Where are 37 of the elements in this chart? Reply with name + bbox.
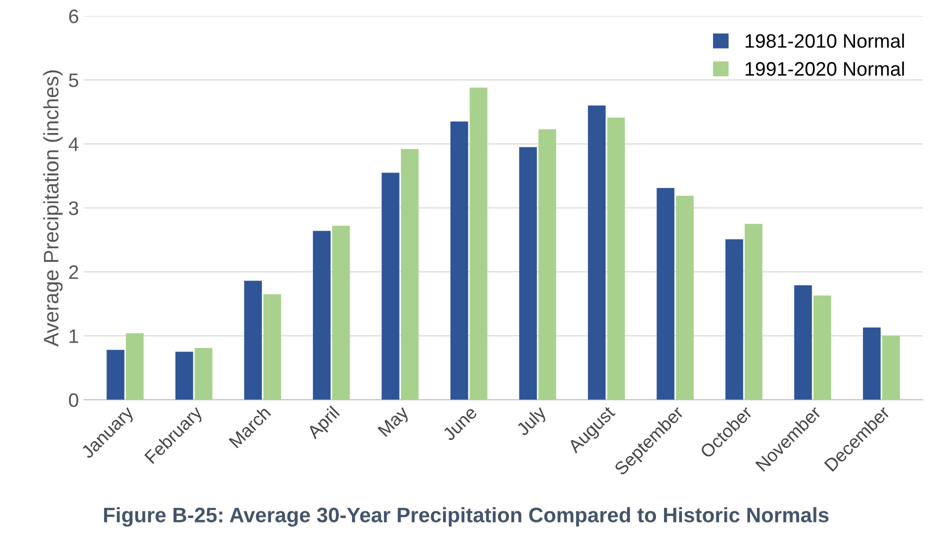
bar <box>656 188 674 400</box>
legend-label: 1981-2010 Normal <box>746 34 904 48</box>
legend-label: 1991-2020 Normal <box>746 62 904 76</box>
bar <box>676 196 694 400</box>
bar <box>794 285 812 400</box>
x-tick-label: July <box>515 404 550 440</box>
bar <box>450 122 468 400</box>
bar <box>862 327 881 400</box>
y-tick-label: 4 <box>68 138 78 151</box>
text: Figure B-25: Average 30-Year Precipitation Compared to Historic Normals <box>104 507 828 527</box>
bar <box>194 348 212 400</box>
bar <box>744 224 762 400</box>
bar <box>312 230 331 400</box>
y-tick-label: 1 <box>70 329 78 343</box>
bar <box>588 106 606 400</box>
bar <box>244 280 262 400</box>
bar <box>332 226 350 400</box>
y-tick-label: 5 <box>68 74 78 88</box>
y-tick-label: 0 <box>68 393 78 407</box>
y-tick-label: 3 <box>68 201 78 216</box>
bar <box>725 239 744 400</box>
bar <box>126 333 144 400</box>
bar <box>400 149 419 400</box>
bar <box>519 147 537 400</box>
bar <box>607 118 625 400</box>
y-tick-label: 2 <box>69 265 78 279</box>
bar <box>813 295 832 400</box>
bar <box>263 294 282 400</box>
bar <box>382 172 400 400</box>
bar <box>106 350 124 400</box>
bar <box>538 129 556 400</box>
y-tick-label: 6 <box>69 9 78 24</box>
bar <box>882 336 900 400</box>
bar <box>175 352 194 400</box>
y-axis-title: Average Precipitation (inches) <box>43 70 63 347</box>
x-tick-label: May <box>378 405 412 440</box>
bar <box>470 88 488 400</box>
